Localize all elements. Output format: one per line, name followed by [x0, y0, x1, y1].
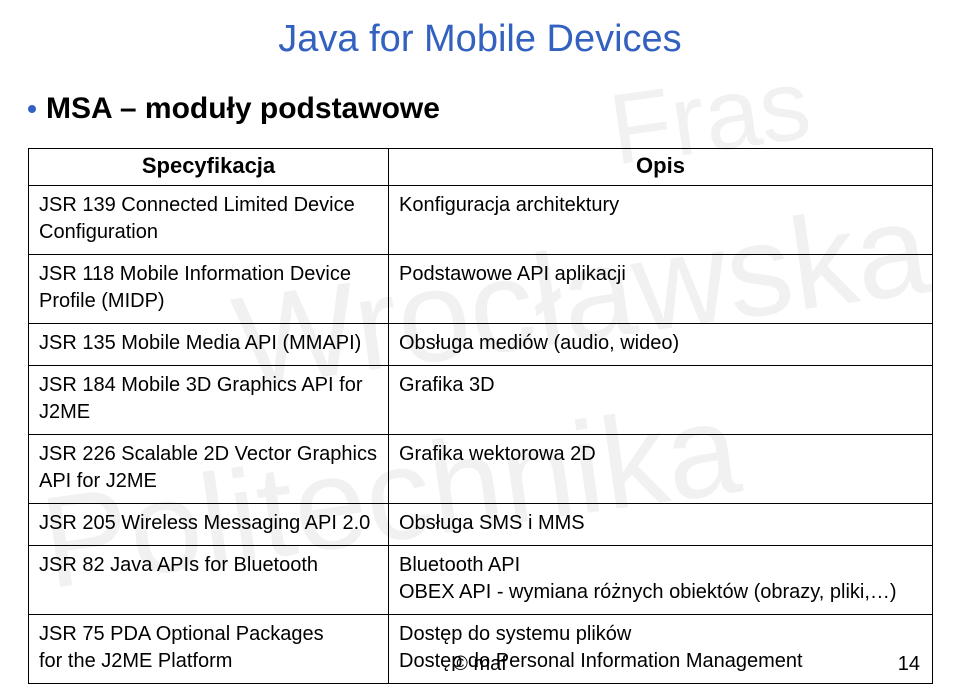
spec-table: Specyfikacja Opis JSR 139 Connected Limi… — [28, 148, 933, 684]
spec-cell: JSR 226 Scalable 2D Vector Graphics API … — [29, 435, 389, 504]
page-number: 14 — [898, 653, 920, 676]
subtitle-text: MSA – moduły podstawowe — [46, 92, 440, 126]
subtitle-row: MSA – moduły podstawowe — [28, 92, 440, 126]
desc-cell: Grafika 3D — [389, 366, 933, 435]
table-row: JSR 118 Mobile Information Device Profil… — [29, 255, 933, 324]
desc-cell: Bluetooth APIOBEX API - wymiana różnych … — [389, 546, 933, 615]
desc-cell: Podstawowe API aplikacji — [389, 255, 933, 324]
table-row: JSR 226 Scalable 2D Vector Graphics API … — [29, 435, 933, 504]
spec-cell: JSR 135 Mobile Media API (MMAPI) — [29, 324, 389, 366]
desc-cell: Konfiguracja architektury — [389, 186, 933, 255]
desc-cell: Obsługa mediów (audio, wideo) — [389, 324, 933, 366]
spec-cell: JSR 184 Mobile 3D Graphics API for J2ME — [29, 366, 389, 435]
footer-copyright: © maf — [0, 653, 960, 676]
spec-table-container: Specyfikacja Opis JSR 139 Connected Limi… — [28, 148, 932, 684]
header-spec: Specyfikacja — [29, 149, 389, 186]
header-desc: Opis — [389, 149, 933, 186]
table-header-row: Specyfikacja Opis — [29, 149, 933, 186]
spec-cell: JSR 139 Connected Limited Device Configu… — [29, 186, 389, 255]
spec-cell: JSR 205 Wireless Messaging API 2.0 — [29, 504, 389, 546]
spec-cell: JSR 82 Java APIs for Bluetooth — [29, 546, 389, 615]
bullet-icon — [28, 105, 36, 113]
desc-cell: Obsługa SMS i MMS — [389, 504, 933, 546]
page-title: Java for Mobile Devices — [0, 18, 960, 61]
desc-cell: Grafika wektorowa 2D — [389, 435, 933, 504]
spec-cell: JSR 118 Mobile Information Device Profil… — [29, 255, 389, 324]
table-row: JSR 205 Wireless Messaging API 2.0 Obsłu… — [29, 504, 933, 546]
table-row: JSR 139 Connected Limited Device Configu… — [29, 186, 933, 255]
table-row: JSR 82 Java APIs for Bluetooth Bluetooth… — [29, 546, 933, 615]
table-row: JSR 135 Mobile Media API (MMAPI) Obsługa… — [29, 324, 933, 366]
table-row: JSR 184 Mobile 3D Graphics API for J2ME … — [29, 366, 933, 435]
